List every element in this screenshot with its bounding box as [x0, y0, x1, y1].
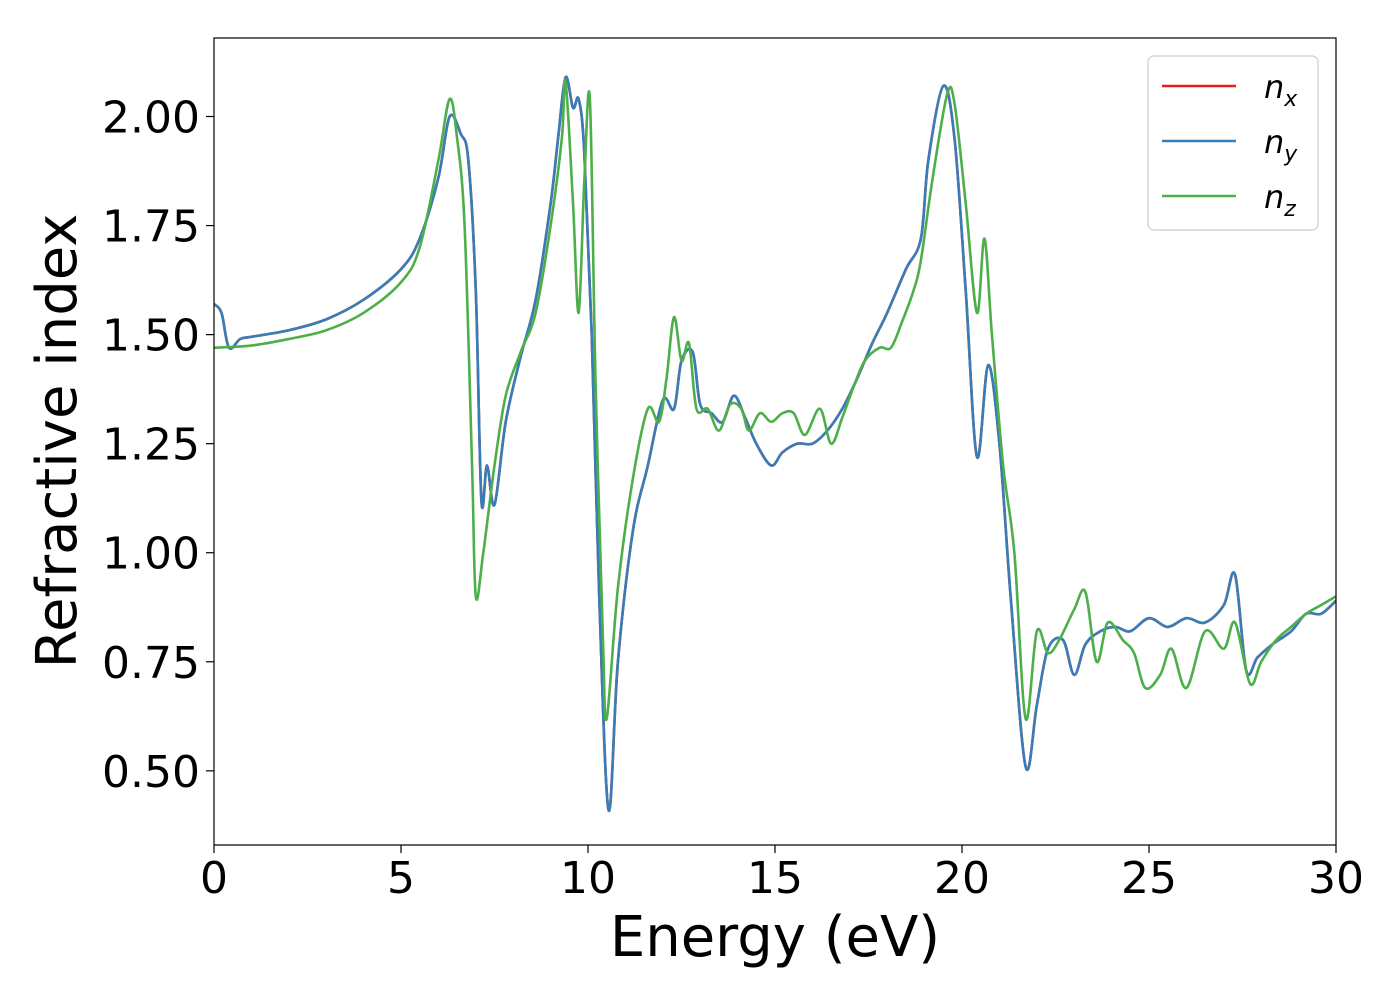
y-tick-label: 2.00 [102, 93, 200, 144]
series-layer [214, 75, 1336, 812]
y-axis-title: Refractive index [25, 214, 90, 669]
y-tick-label: 0.75 [102, 638, 200, 689]
x-axis-title: Energy (eV) [610, 905, 940, 970]
x-tick-label: 20 [934, 853, 990, 904]
legend-subscript: x [1283, 87, 1298, 112]
x-tick-label: 30 [1308, 853, 1364, 904]
x-tick-label: 15 [747, 853, 803, 904]
y-tick-label: 1.00 [102, 529, 200, 580]
x-tick-label: 5 [387, 853, 415, 904]
series-line-nz [214, 78, 1336, 722]
x-tick-label: 10 [560, 853, 616, 904]
ticks-layer: 0 5 10 15 20 25 30 0.50 0.75 1.00 1.25 1.50 1.75 2.00 [102, 93, 1364, 904]
legend-box [1147, 55, 1319, 231]
x-tick-label: 25 [1121, 853, 1177, 904]
y-tick-label: 1.75 [102, 202, 200, 253]
legend-subscript: y [1283, 142, 1298, 167]
plot-frame [213, 37, 1337, 846]
y-tick-label: 1.25 [102, 420, 200, 471]
y-tick-label: 1.50 [102, 311, 200, 362]
x-tick-label: 0 [200, 853, 228, 904]
y-tick-label: 0.50 [102, 747, 200, 798]
series-line-ny [214, 75, 1336, 812]
legend-subscript: z [1283, 197, 1296, 222]
